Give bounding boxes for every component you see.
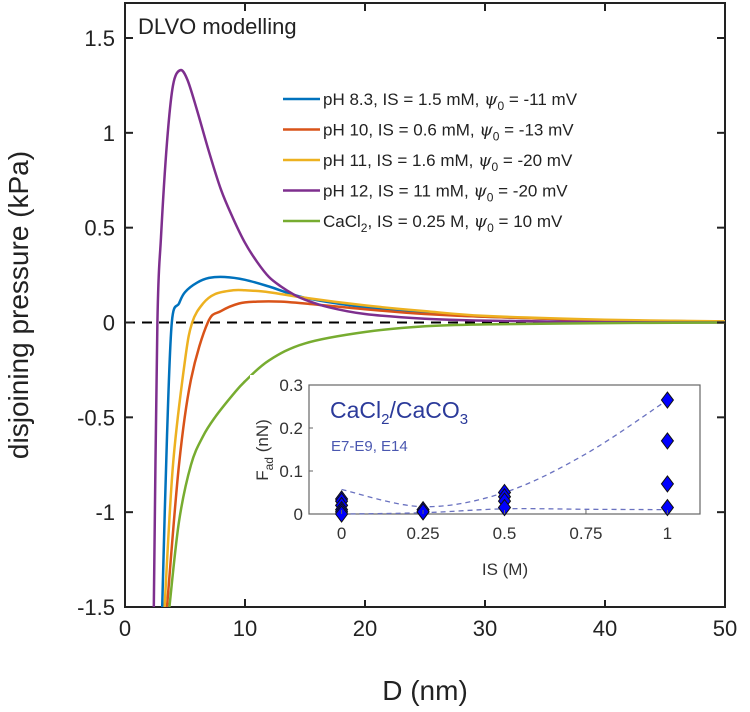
x-axis-label: D (nm) [382, 675, 468, 706]
inset-y-tick-label: 0.2 [279, 419, 303, 438]
series-line-3 [152, 68, 725, 607]
inset-title-sub2: 3 [460, 411, 468, 428]
y-tick-label: 1 [103, 121, 115, 146]
y-tick-label: -0.5 [77, 405, 115, 430]
x-tick-label: 10 [233, 616, 257, 641]
inset-subtitle: E7-E9, E14 [331, 438, 408, 455]
inset-title: CaCl2/CaCO3 [330, 397, 468, 428]
inset-data-point [660, 432, 675, 450]
legend-label-2: pH 11, IS = 1.6 mM, ψ0 = -20 mV [323, 151, 573, 174]
inset-y-tick-label: 0 [294, 505, 303, 524]
y-tick-label: -1.5 [77, 595, 115, 620]
main-curves [125, 68, 725, 607]
inset-data-point [660, 475, 675, 493]
inset-background [250, 375, 710, 600]
main-title: DLVO modelling [138, 14, 297, 39]
main-plot-frame [124, 2, 726, 608]
x-tick-label: 0 [119, 616, 131, 641]
inset-plot: 0 0.25 0.5 0.75 1 0 0.1 0.2 0.3 CaCl2/CaCO3 E7-E… [250, 375, 710, 600]
inset-title-mid: /CaCO [389, 397, 459, 423]
main-ticks: 0 10 20 30 40 50-1.5-1-0.500.511.5 [77, 3, 737, 641]
legend-label-4: CaCl2, IS = 0.25 M, ψ0 = 10 mV [323, 212, 563, 235]
inset-y-label-tail: (nN) [253, 419, 272, 457]
legend: pH 8.3, IS = 1.5 mM, ψ0 = -11 mV pH 10, I… [283, 90, 578, 235]
y-tick-label: 1.5 [84, 26, 115, 51]
inset-x-tick-label: 0.25 [406, 524, 439, 543]
series-line-4 [168, 321, 725, 607]
legend-label-0: pH 8.3, IS = 1.5 mM, ψ0 = -11 mV [323, 90, 578, 113]
x-tick-label: 20 [353, 616, 377, 641]
main-plot: 0 10 20 30 40 50-1.5-1-0.500.511.5 DLVO model… [3, 2, 737, 706]
x-tick-label: 40 [593, 616, 617, 641]
inset-x-tick-label: 0.5 [493, 524, 517, 543]
inset-data-point [660, 391, 675, 409]
inset-data-point [497, 498, 512, 517]
inset-data-point [660, 498, 675, 517]
inset-y-label-main: F [253, 470, 272, 480]
inset-y-label: Fad (nN) [253, 419, 276, 481]
inset-y-tick-label: 0.3 [279, 376, 303, 395]
y-axis-label: disjoining pressure (kPa) [3, 151, 34, 459]
inset-x-tick-label: 0.75 [569, 524, 602, 543]
inset-x-tick-label: 0 [337, 524, 346, 543]
inset-title-main: CaCl [330, 397, 381, 423]
series-line-2 [163, 288, 725, 607]
inset-x-label: IS (M) [482, 560, 528, 579]
inset-ticks: 0 0.25 0.5 0.75 1 0 0.1 0.2 0.3 [279, 376, 672, 543]
x-tick-label: 30 [473, 616, 497, 641]
legend-label-3: pH 12, IS = 11 mM, ψ0 = -20 mV [323, 182, 568, 205]
inset-y-label-sub: ad [262, 457, 276, 470]
inset-y-tick-label: 0.1 [279, 462, 303, 481]
y-tick-label: 0.5 [84, 216, 115, 241]
x-tick-label: 50 [713, 616, 737, 641]
y-tick-label: 0 [103, 311, 115, 336]
inset-title-sub1: 2 [381, 411, 389, 428]
y-tick-label: -1 [95, 500, 115, 525]
legend-label-1: pH 10, IS = 0.6 mM, ψ0 = -13 mV [323, 121, 574, 144]
inset-x-tick-label: 1 [663, 524, 672, 543]
